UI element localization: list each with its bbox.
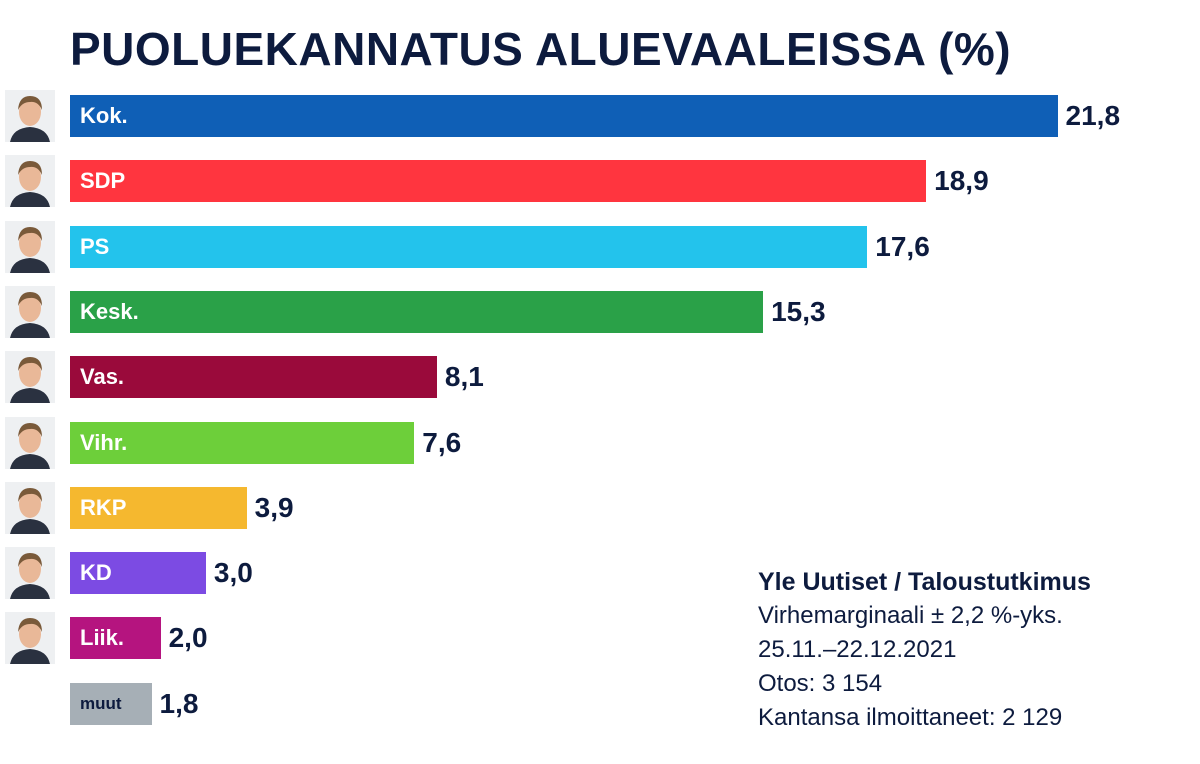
value-label: 7,6: [422, 426, 462, 458]
bar-rkp: RKP: [70, 486, 247, 529]
party-label: Liik.: [80, 625, 125, 651]
value-label: 8,1: [444, 361, 484, 393]
survey-dates: 25.11.–22.12.2021: [758, 636, 957, 663]
sample-size: Otos: 3 154: [758, 670, 883, 697]
party-label: PS: [80, 233, 110, 259]
value-label: 3,9: [254, 491, 294, 523]
leader-portrait-icon: [5, 612, 55, 665]
party-label: RKP: [80, 494, 127, 520]
value-label: 21,8: [1065, 100, 1121, 131]
party-label: SDP: [80, 168, 126, 194]
bar-liik: Liik.: [70, 617, 161, 660]
value-label: 15,3: [771, 295, 826, 327]
chart-title: PUOLUEKANNATUS ALUEVAALEISSA (%): [70, 23, 1012, 75]
value-label: 18,9: [934, 165, 989, 197]
bar-sdp: SDP: [70, 160, 927, 203]
bar-vas: Vas.: [70, 356, 437, 399]
leader-portrait-icon: [5, 155, 55, 208]
leader-portrait-icon: [5, 220, 55, 273]
party-label: KD: [80, 560, 112, 586]
bar-vihr: Vihr.: [70, 421, 415, 464]
leader-portrait-icon: [5, 90, 55, 142]
leader-portrait-icon: [5, 547, 55, 600]
party-label: Kok.: [80, 103, 128, 128]
value-label: 3,0: [213, 557, 253, 589]
value-label: 2,0: [168, 622, 208, 654]
source-title: Yle Uutiset / Taloustutkimus: [758, 568, 1091, 596]
leader-portrait-icon: [5, 481, 55, 534]
value-label: 1,8: [159, 687, 199, 719]
party-label: Vihr.: [80, 429, 128, 455]
value-label: 17,6: [875, 230, 930, 262]
bar-kesk: Kesk.: [70, 290, 764, 333]
bar-kd: KD: [70, 552, 206, 595]
respondents-with-preference: Kantansa ilmoittaneet: 2 129: [758, 704, 1063, 731]
party-label: Vas.: [80, 364, 125, 390]
leader-portrait-icon: [5, 416, 55, 469]
bar-kok: Kok.: [70, 95, 1058, 137]
leader-portrait-icon: [5, 351, 55, 404]
bar-muut: muut: [70, 682, 152, 725]
bar-ps: PS: [70, 225, 868, 268]
source-info: Yle Uutiset / Taloustutkimus Virhemargin…: [758, 565, 1091, 735]
party-label: muut: [80, 693, 122, 713]
leader-portrait-icon: [5, 285, 55, 338]
party-label: Kesk.: [80, 298, 139, 324]
margin-of-error: Virhemarginaali ± 2,2 %-yks.: [758, 602, 1063, 629]
